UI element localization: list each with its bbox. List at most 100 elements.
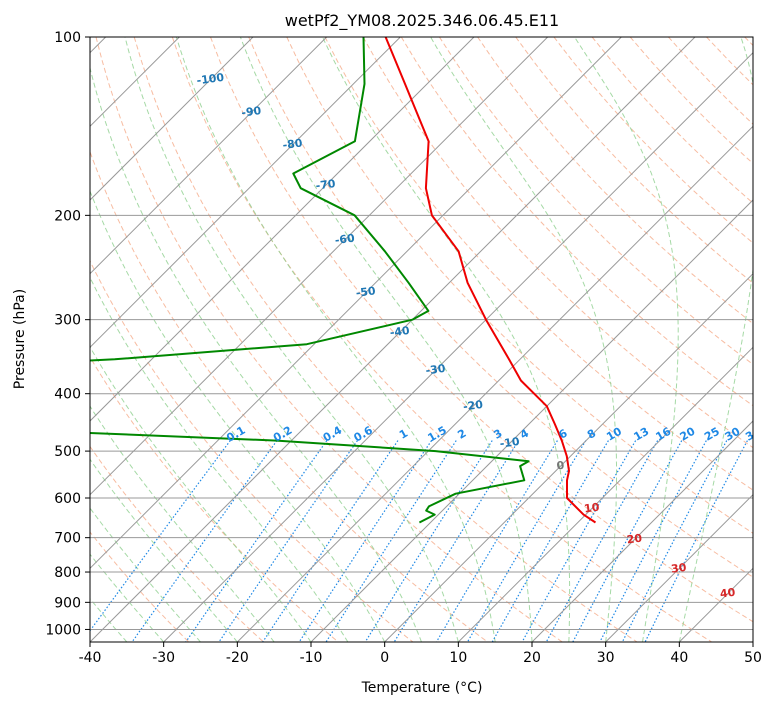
y-tick-label: 400 [54,387,81,403]
mixing-ratio-label: 25 [702,425,722,444]
dry-adiabats [90,37,753,642]
mixing-ratio-label: 0.1 [224,424,247,445]
mixing-ratio-label: 10 [604,425,624,444]
dry-adiabat [515,37,753,284]
isotherm-label: -20 [462,398,484,414]
y-tick-label: 700 [54,531,81,547]
y-tick-label: 600 [54,491,81,507]
moist-adiabat [90,458,238,642]
x-tick-label: -10 [300,650,323,666]
dewpoint-profile [90,37,530,524]
isotherm [90,37,696,642]
moist-adiabat [90,276,349,642]
dry-adiabat [744,37,753,47]
isotherm [90,37,401,349]
isotherm [90,37,475,422]
isotherm [457,346,753,642]
isotherm [310,199,753,642]
mixing-ratio-line [545,440,659,642]
mixing-ratio-label: 16 [653,425,673,444]
isotherm-label: -100 [196,71,225,88]
y-tick-label: 800 [54,565,81,581]
y-tick-label: 900 [54,595,81,611]
dry-adiabat [133,37,638,642]
moist-adiabat [90,65,422,642]
y-tick-label: 200 [54,208,81,224]
mixing-ratio-line [393,440,520,642]
isotherm [90,37,254,201]
mixing-ratio-line [521,440,637,642]
y-tick-label: 300 [54,313,81,329]
x-axis-ticks: -40 -30 -20 -10 0 10 20 30 40 50 [79,642,762,666]
dry-adiabat [362,37,753,449]
mixing-ratio-label: 6 [557,426,570,441]
dry-adiabat [90,356,339,642]
moist-adiabat [239,37,533,642]
mixing-ratio-label: 36 [743,425,763,444]
isotherm-label: -60 [334,232,356,248]
dry-adiabat [438,37,753,366]
isotherm [90,37,328,275]
dry-adiabat [90,445,264,642]
x-tick-label: -30 [152,650,175,666]
moist-adiabat [430,37,617,642]
temperature-profile [384,37,597,524]
isotherm-label: -30 [425,362,447,378]
plot-area: -100-90-80-70-60-50-40-30-20-10010203040… [90,37,763,642]
x-axis-title: Temperature (°C) [361,680,483,696]
dry-adiabat [248,37,753,578]
isotherm-label: 20 [626,531,643,546]
x-tick-label: 30 [597,650,615,666]
mixing-ratio-line [298,440,432,642]
dry-adiabat [171,37,712,642]
isotherm [90,37,622,570]
isotherm-label: -90 [241,104,263,120]
isotherm [605,493,753,642]
isotherm-label: 40 [719,586,736,601]
isotherm-label: -70 [315,177,337,193]
isotherm-label: 10 [583,501,600,516]
y-axis-title: Pressure (hPa) [12,289,28,389]
mixing-ratio-line [325,440,457,642]
mixing-ratio-label: 1 [397,427,410,442]
x-tick-label: 10 [449,650,467,666]
mixing-ratio-line [218,440,358,642]
isobar-gridlines [90,37,753,630]
mixing-ratio-line [572,440,683,642]
moist-adiabat [124,37,459,642]
mixing-ratio-label: 1.5 [426,424,449,445]
isotherm [163,51,753,642]
chart-title: wetPf2_YM08.2025.346.06.45.E11 [285,11,559,31]
isotherm-label: 30 [670,561,687,576]
mixing-ratio-line [491,440,609,642]
dry-adiabat [210,37,753,623]
mixing-ratio-label: 2 [455,427,468,442]
x-tick-label: 20 [523,650,541,666]
isotherm-label: -80 [282,136,304,152]
x-tick-label: 0 [380,650,389,666]
mixing-ratio-line [90,440,231,632]
moist-adiabat [175,37,496,642]
isotherm-label: -50 [355,284,377,300]
x-tick-label: -20 [226,650,249,666]
mixing-ratio-label: 0.6 [351,423,375,444]
dry-adiabat [95,37,563,642]
mixing-ratio-line [131,440,278,642]
isotherm [236,125,753,642]
mixing-ratio-line [364,440,493,642]
isotherm [90,37,549,496]
mixing-ratio-line [621,440,728,642]
dry-adiabat [286,37,753,534]
mixing-ratio-label: 20 [678,425,698,444]
isotherm [752,641,753,642]
dry-adiabat [324,37,753,491]
dry-adiabat [706,37,753,86]
moist-adiabat [322,37,571,642]
plot-frame [89,36,754,643]
isotherm-label: -10 [499,435,521,451]
isotherm [531,420,753,642]
moist-adiabat [574,37,679,642]
isotherm-label: -40 [389,324,411,340]
moist-adiabat [90,345,312,642]
series-group [90,37,597,524]
